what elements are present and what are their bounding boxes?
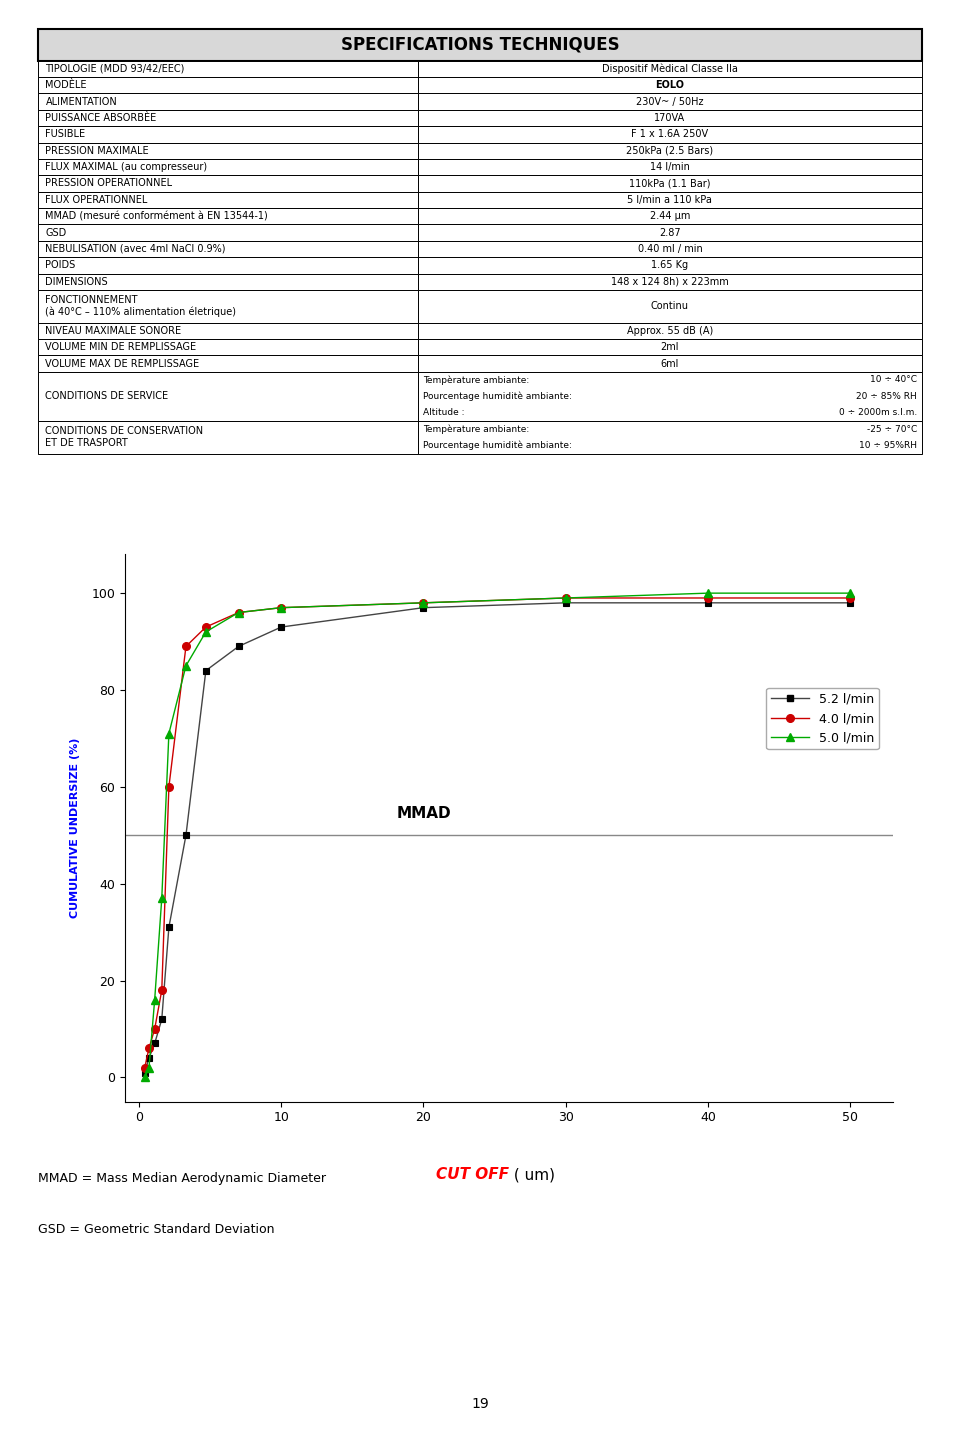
Text: 6ml: 6ml bbox=[660, 359, 679, 369]
Bar bbox=[419, 109, 922, 127]
Bar bbox=[38, 127, 419, 143]
Bar bbox=[38, 338, 419, 356]
Bar bbox=[419, 289, 922, 323]
Text: 0 ÷ 2000m s.l.m.: 0 ÷ 2000m s.l.m. bbox=[839, 408, 917, 418]
Bar bbox=[38, 420, 419, 454]
Text: MMAD: MMAD bbox=[396, 806, 451, 821]
Bar bbox=[419, 192, 922, 207]
Bar bbox=[419, 240, 922, 258]
Bar bbox=[419, 420, 922, 454]
Text: CONDITIONS DE CONSERVATION
ET DE TRASPORT: CONDITIONS DE CONSERVATION ET DE TRASPOR… bbox=[45, 426, 204, 448]
Text: 19: 19 bbox=[471, 1397, 489, 1411]
Text: NEBULISATION (avec 4ml NaCl 0.9%): NEBULISATION (avec 4ml NaCl 0.9%) bbox=[45, 243, 226, 253]
Text: 5 l/min a 110 kPa: 5 l/min a 110 kPa bbox=[628, 194, 712, 204]
Text: Dispositif Mèdical Classe IIa: Dispositif Mèdical Classe IIa bbox=[602, 63, 738, 73]
Text: FLUX MAXIMAL (au compresseur): FLUX MAXIMAL (au compresseur) bbox=[45, 163, 207, 173]
Text: PRESSION MAXIMALE: PRESSION MAXIMALE bbox=[45, 145, 149, 156]
Text: Tempèrature ambiante:: Tempèrature ambiante: bbox=[422, 425, 529, 433]
Bar bbox=[38, 192, 419, 207]
Text: GSD: GSD bbox=[45, 228, 66, 238]
Text: ALIMENTATION: ALIMENTATION bbox=[45, 96, 117, 107]
Bar bbox=[38, 60, 419, 76]
Text: 2.87: 2.87 bbox=[660, 228, 681, 238]
Bar bbox=[419, 176, 922, 192]
Bar bbox=[38, 158, 419, 176]
Bar bbox=[38, 258, 419, 274]
Text: MODÈLE: MODÈLE bbox=[45, 81, 87, 91]
Legend: 5.2 l/min, 4.0 l/min, 5.0 l/min: 5.2 l/min, 4.0 l/min, 5.0 l/min bbox=[766, 688, 878, 749]
Text: 2.44 μm: 2.44 μm bbox=[650, 212, 690, 222]
Text: Tempèrature ambiante:: Tempèrature ambiante: bbox=[422, 376, 529, 384]
Y-axis label: CUMULATIVE UNDERSIZE (%): CUMULATIVE UNDERSIZE (%) bbox=[70, 737, 80, 919]
Bar bbox=[38, 207, 419, 225]
Bar bbox=[419, 338, 922, 356]
Bar bbox=[38, 109, 419, 127]
Text: FONCTIONNEMENT
(à 40°C – 110% alimentation életrique): FONCTIONNEMENT (à 40°C – 110% alimentati… bbox=[45, 295, 236, 317]
Bar bbox=[419, 372, 922, 420]
Text: 14 l/min: 14 l/min bbox=[650, 163, 690, 173]
Text: F 1 x 1.6A 250V: F 1 x 1.6A 250V bbox=[632, 130, 708, 140]
Text: 10 ÷ 95%RH: 10 ÷ 95%RH bbox=[859, 441, 917, 449]
Text: MMAD (mesuré conformément à EN 13544-1): MMAD (mesuré conformément à EN 13544-1) bbox=[45, 212, 268, 222]
Text: 230V~ / 50Hz: 230V~ / 50Hz bbox=[636, 96, 704, 107]
Text: SPECIFICATIONS TECHNIQUES: SPECIFICATIONS TECHNIQUES bbox=[341, 36, 619, 53]
Text: FUSIBLE: FUSIBLE bbox=[45, 130, 85, 140]
Bar bbox=[419, 323, 922, 338]
Text: Continu: Continu bbox=[651, 301, 689, 311]
Text: EOLO: EOLO bbox=[656, 81, 684, 91]
Text: MMAD = Mass Median Aerodynamic Diameter: MMAD = Mass Median Aerodynamic Diameter bbox=[38, 1172, 326, 1185]
Text: DIMENSIONS: DIMENSIONS bbox=[45, 276, 108, 287]
Text: NIVEAU MAXIMALE SONORE: NIVEAU MAXIMALE SONORE bbox=[45, 325, 181, 336]
Text: FLUX OPERATIONNEL: FLUX OPERATIONNEL bbox=[45, 194, 148, 204]
Text: PUISSANCE ABSORBÈE: PUISSANCE ABSORBÈE bbox=[45, 112, 156, 122]
Text: 20 ÷ 85% RH: 20 ÷ 85% RH bbox=[856, 392, 917, 400]
Text: 148 x 124 8h) x 223mm: 148 x 124 8h) x 223mm bbox=[611, 276, 729, 287]
Bar bbox=[419, 258, 922, 274]
Text: 110kPa (1.1 Bar): 110kPa (1.1 Bar) bbox=[629, 179, 710, 189]
Text: 0.40 ml / min: 0.40 ml / min bbox=[637, 243, 703, 253]
Text: VOLUME MAX DE REMPLISSAGE: VOLUME MAX DE REMPLISSAGE bbox=[45, 359, 200, 369]
Text: CUT OFF: CUT OFF bbox=[436, 1168, 509, 1182]
Text: TIPOLOGIE (MDD 93/42/EEC): TIPOLOGIE (MDD 93/42/EEC) bbox=[45, 63, 185, 73]
Bar bbox=[419, 60, 922, 76]
Bar bbox=[38, 94, 419, 109]
Bar bbox=[419, 158, 922, 176]
Bar bbox=[419, 225, 922, 240]
Bar bbox=[38, 240, 419, 258]
Text: Altitude :: Altitude : bbox=[422, 408, 464, 418]
Text: 250kPa (2.5 Bars): 250kPa (2.5 Bars) bbox=[626, 145, 713, 156]
Text: 1.65 Kg: 1.65 Kg bbox=[651, 261, 688, 271]
Text: Pourcentage humiditè ambiante:: Pourcentage humiditè ambiante: bbox=[422, 392, 571, 402]
Bar bbox=[38, 76, 419, 94]
Text: CONDITIONS DE SERVICE: CONDITIONS DE SERVICE bbox=[45, 392, 169, 402]
Bar bbox=[38, 274, 419, 289]
Text: 170VA: 170VA bbox=[655, 112, 685, 122]
Bar bbox=[419, 127, 922, 143]
Text: Pourcentage humiditè ambiante:: Pourcentage humiditè ambiante: bbox=[422, 441, 571, 451]
Bar bbox=[38, 289, 419, 323]
Bar bbox=[419, 274, 922, 289]
Bar bbox=[38, 356, 419, 372]
Bar bbox=[419, 143, 922, 158]
Text: 10 ÷ 40°C: 10 ÷ 40°C bbox=[870, 376, 917, 384]
Text: 2ml: 2ml bbox=[660, 343, 679, 353]
Bar bbox=[38, 143, 419, 158]
Bar bbox=[38, 372, 419, 420]
Bar bbox=[419, 207, 922, 225]
Text: -25 ÷ 70°C: -25 ÷ 70°C bbox=[867, 425, 917, 433]
Text: GSD = Geometric Standard Deviation: GSD = Geometric Standard Deviation bbox=[38, 1223, 275, 1236]
Bar bbox=[38, 323, 419, 338]
Bar bbox=[38, 29, 922, 60]
Text: Approx. 55 dB (A): Approx. 55 dB (A) bbox=[627, 325, 713, 336]
Bar bbox=[419, 356, 922, 372]
Bar bbox=[419, 76, 922, 94]
Bar bbox=[419, 94, 922, 109]
Bar bbox=[38, 176, 419, 192]
Text: VOLUME MIN DE REMPLISSAGE: VOLUME MIN DE REMPLISSAGE bbox=[45, 343, 197, 353]
Bar bbox=[38, 225, 419, 240]
Text: PRESSION OPERATIONNEL: PRESSION OPERATIONNEL bbox=[45, 179, 173, 189]
Text: POIDS: POIDS bbox=[45, 261, 76, 271]
Text: ( um): ( um) bbox=[509, 1168, 555, 1182]
